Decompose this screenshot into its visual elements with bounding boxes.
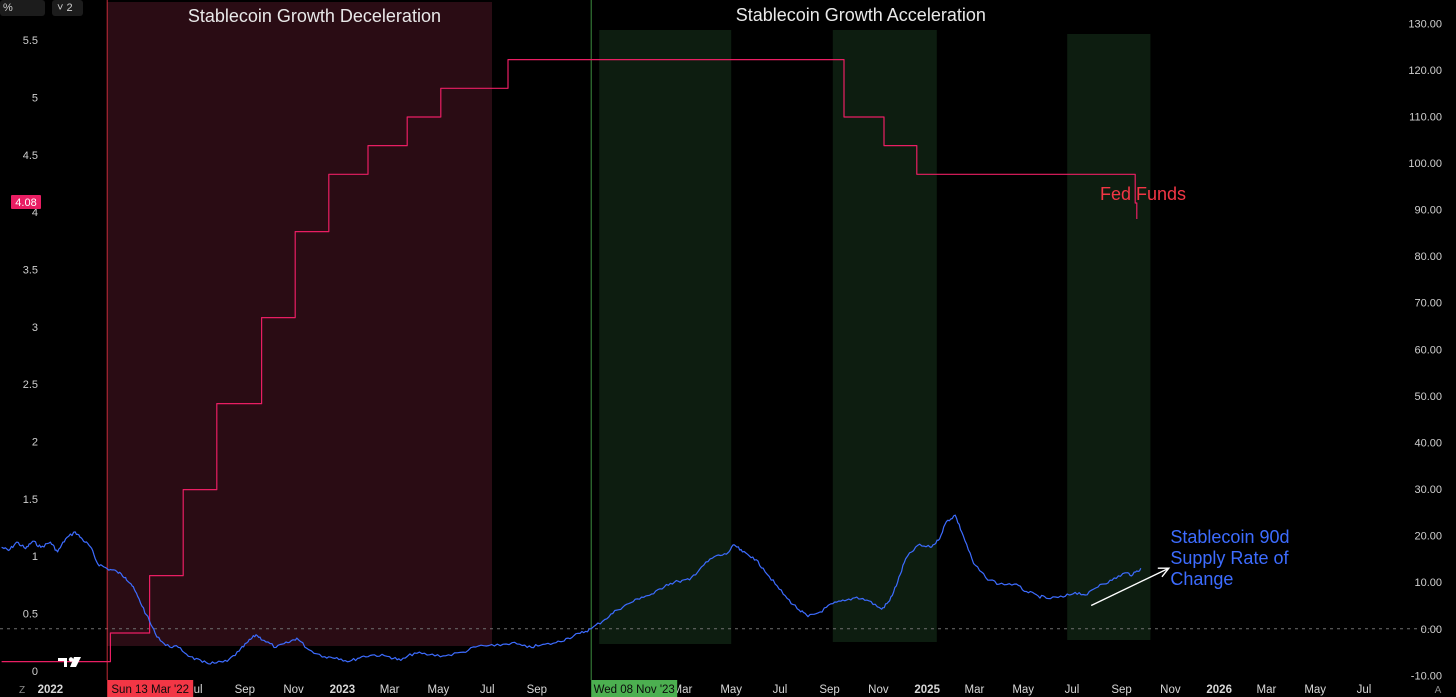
- left-tick-label: 5.5: [23, 35, 38, 47]
- time-tick-label: Jul: [480, 684, 495, 696]
- time-tick-label: Jul: [1357, 684, 1372, 696]
- left-tick-label: 2: [32, 436, 38, 448]
- logo-t-shape: [58, 658, 67, 667]
- stablecoin-roc-line[interactable]: [1, 514, 1142, 665]
- series-count-label: ˅ 2: [57, 2, 73, 14]
- fed-funds-line[interactable]: [1, 59, 1138, 663]
- time-tick-label: May: [1304, 684, 1326, 696]
- time-tick-label: 2025: [914, 684, 940, 696]
- time-tick-label: Sep: [235, 684, 255, 696]
- zone-title-0: Stablecoin Growth Deceleration: [188, 6, 441, 26]
- right-tick-label: 40.00: [1414, 437, 1442, 449]
- time-axis: 2022MayJulSepNov2023MarMayJulSep24MarMay…: [19, 684, 1442, 696]
- annotation-stablecoin: Stablecoin 90d Supply Rate of Change: [1170, 527, 1289, 589]
- marker-tag-0: [107, 680, 194, 697]
- time-tick-label: Jul: [773, 684, 788, 696]
- right-tick-label: 50.00: [1414, 391, 1442, 403]
- time-tick-label: Nov: [283, 684, 304, 696]
- left-tick-label: 0.5: [23, 608, 38, 620]
- right-tick-label: 60.00: [1414, 344, 1442, 356]
- left-tick-label: 4: [32, 207, 38, 219]
- annotation-line-0: Stablecoin 90d: [1170, 527, 1289, 547]
- right-tick-label: 120.00: [1408, 65, 1442, 77]
- time-tick-label: Sep: [819, 684, 839, 696]
- left-tick-label: 4.5: [23, 150, 38, 162]
- time-tick-label: Nov: [1160, 684, 1181, 696]
- right-tick-label: 90.00: [1414, 205, 1442, 217]
- left-tick-label: 3: [32, 322, 38, 334]
- marker-tag-label-0: Sun 13 Mar '22: [111, 684, 189, 696]
- left-tick-label: 5: [32, 92, 38, 104]
- left-corner-label[interactable]: Z: [19, 685, 25, 696]
- marker-tag-1: [591, 680, 678, 697]
- time-tick-label: Sep: [527, 684, 547, 696]
- left-axis: 0 0.5 1 1.5 2 2.5 3 3.5 4 4.5 5 5.5: [23, 35, 38, 678]
- zone-green-3: [1067, 34, 1151, 640]
- right-tick-label: 130.00: [1408, 18, 1442, 30]
- right-tick-label: 110.00: [1409, 111, 1442, 123]
- right-corner-label[interactable]: A: [1435, 685, 1442, 696]
- right-tick-label: -10.00: [1411, 670, 1442, 682]
- time-tick-label: 2026: [1206, 684, 1232, 696]
- zone-red-0: [107, 2, 492, 646]
- axis-tags: Sun 13 Mar '22 Wed 08 Nov '23 4.08: [11, 194, 678, 697]
- left-tick-label: 1: [32, 551, 38, 563]
- unit-label: %: [3, 2, 13, 14]
- right-tick-label: 70.00: [1414, 298, 1442, 310]
- tradingview-logo: [58, 657, 81, 667]
- left-tick-label: 2.5: [23, 379, 38, 391]
- time-tick-label: 2022: [38, 684, 64, 696]
- series-count-selector[interactable]: ˅ 2: [52, 0, 83, 16]
- time-tick-label: Mar: [672, 684, 692, 696]
- left-tick-label: 3.5: [23, 264, 38, 276]
- right-axis: -10.00 0.00 10.00 20.00 30.00 40.00 50.00 60.00…: [1408, 18, 1442, 682]
- time-tick-label: Nov: [868, 684, 889, 696]
- right-tick-label: 10.00: [1414, 577, 1442, 589]
- left-tick-label: 0: [32, 666, 38, 678]
- annotation-fed-funds: Fed Funds: [1100, 184, 1186, 204]
- zone-title-1: Stablecoin Growth Acceleration: [736, 5, 986, 25]
- left-value-badge-label: 4.08: [15, 197, 36, 209]
- time-tick-label: Jul: [1065, 684, 1080, 696]
- series-lines: [1, 59, 1142, 665]
- date-markers: [106, 0, 592, 680]
- right-tick-label: 100.00: [1408, 158, 1442, 170]
- zone-green-2: [832, 30, 937, 642]
- time-tick-label: May: [1012, 684, 1034, 696]
- right-tick-label: 0.00: [1421, 624, 1442, 636]
- trend-arrow-head: [1157, 567, 1171, 578]
- annotation-line-1: Supply Rate of: [1170, 548, 1289, 568]
- right-tick-label: 20.00: [1414, 531, 1442, 543]
- time-tick-label: Sep: [1111, 684, 1131, 696]
- marker-tag-label-1: Wed 08 Nov '23: [594, 684, 675, 696]
- logo-v-shape: [70, 657, 81, 667]
- time-tick-label: 2023: [330, 684, 356, 696]
- time-tick-label: May: [720, 684, 742, 696]
- time-tick-label: Mar: [964, 684, 984, 696]
- left-value-badge: [11, 194, 41, 209]
- shaded-zones: Stablecoin Growth Deceleration Stablecoin…: [107, 2, 1151, 646]
- trend-arrow-shaft: [1090, 567, 1170, 607]
- time-tick-label: Mar: [380, 684, 400, 696]
- left-tick-label: 1.5: [23, 494, 38, 506]
- annotations: Fed Funds Stablecoin 90d Supply Rate of Cha…: [1090, 184, 1289, 607]
- time-tick-label: May: [428, 684, 450, 696]
- logo-dot: [68, 657, 74, 662]
- unit-selector[interactable]: %: [0, 0, 45, 16]
- zone-green-1: [599, 30, 732, 644]
- annotation-line-2: Change: [1170, 569, 1233, 589]
- time-tick-label: Mar: [1256, 684, 1276, 696]
- right-tick-label: 30.00: [1414, 484, 1442, 496]
- right-tick-label: 80.00: [1414, 251, 1442, 263]
